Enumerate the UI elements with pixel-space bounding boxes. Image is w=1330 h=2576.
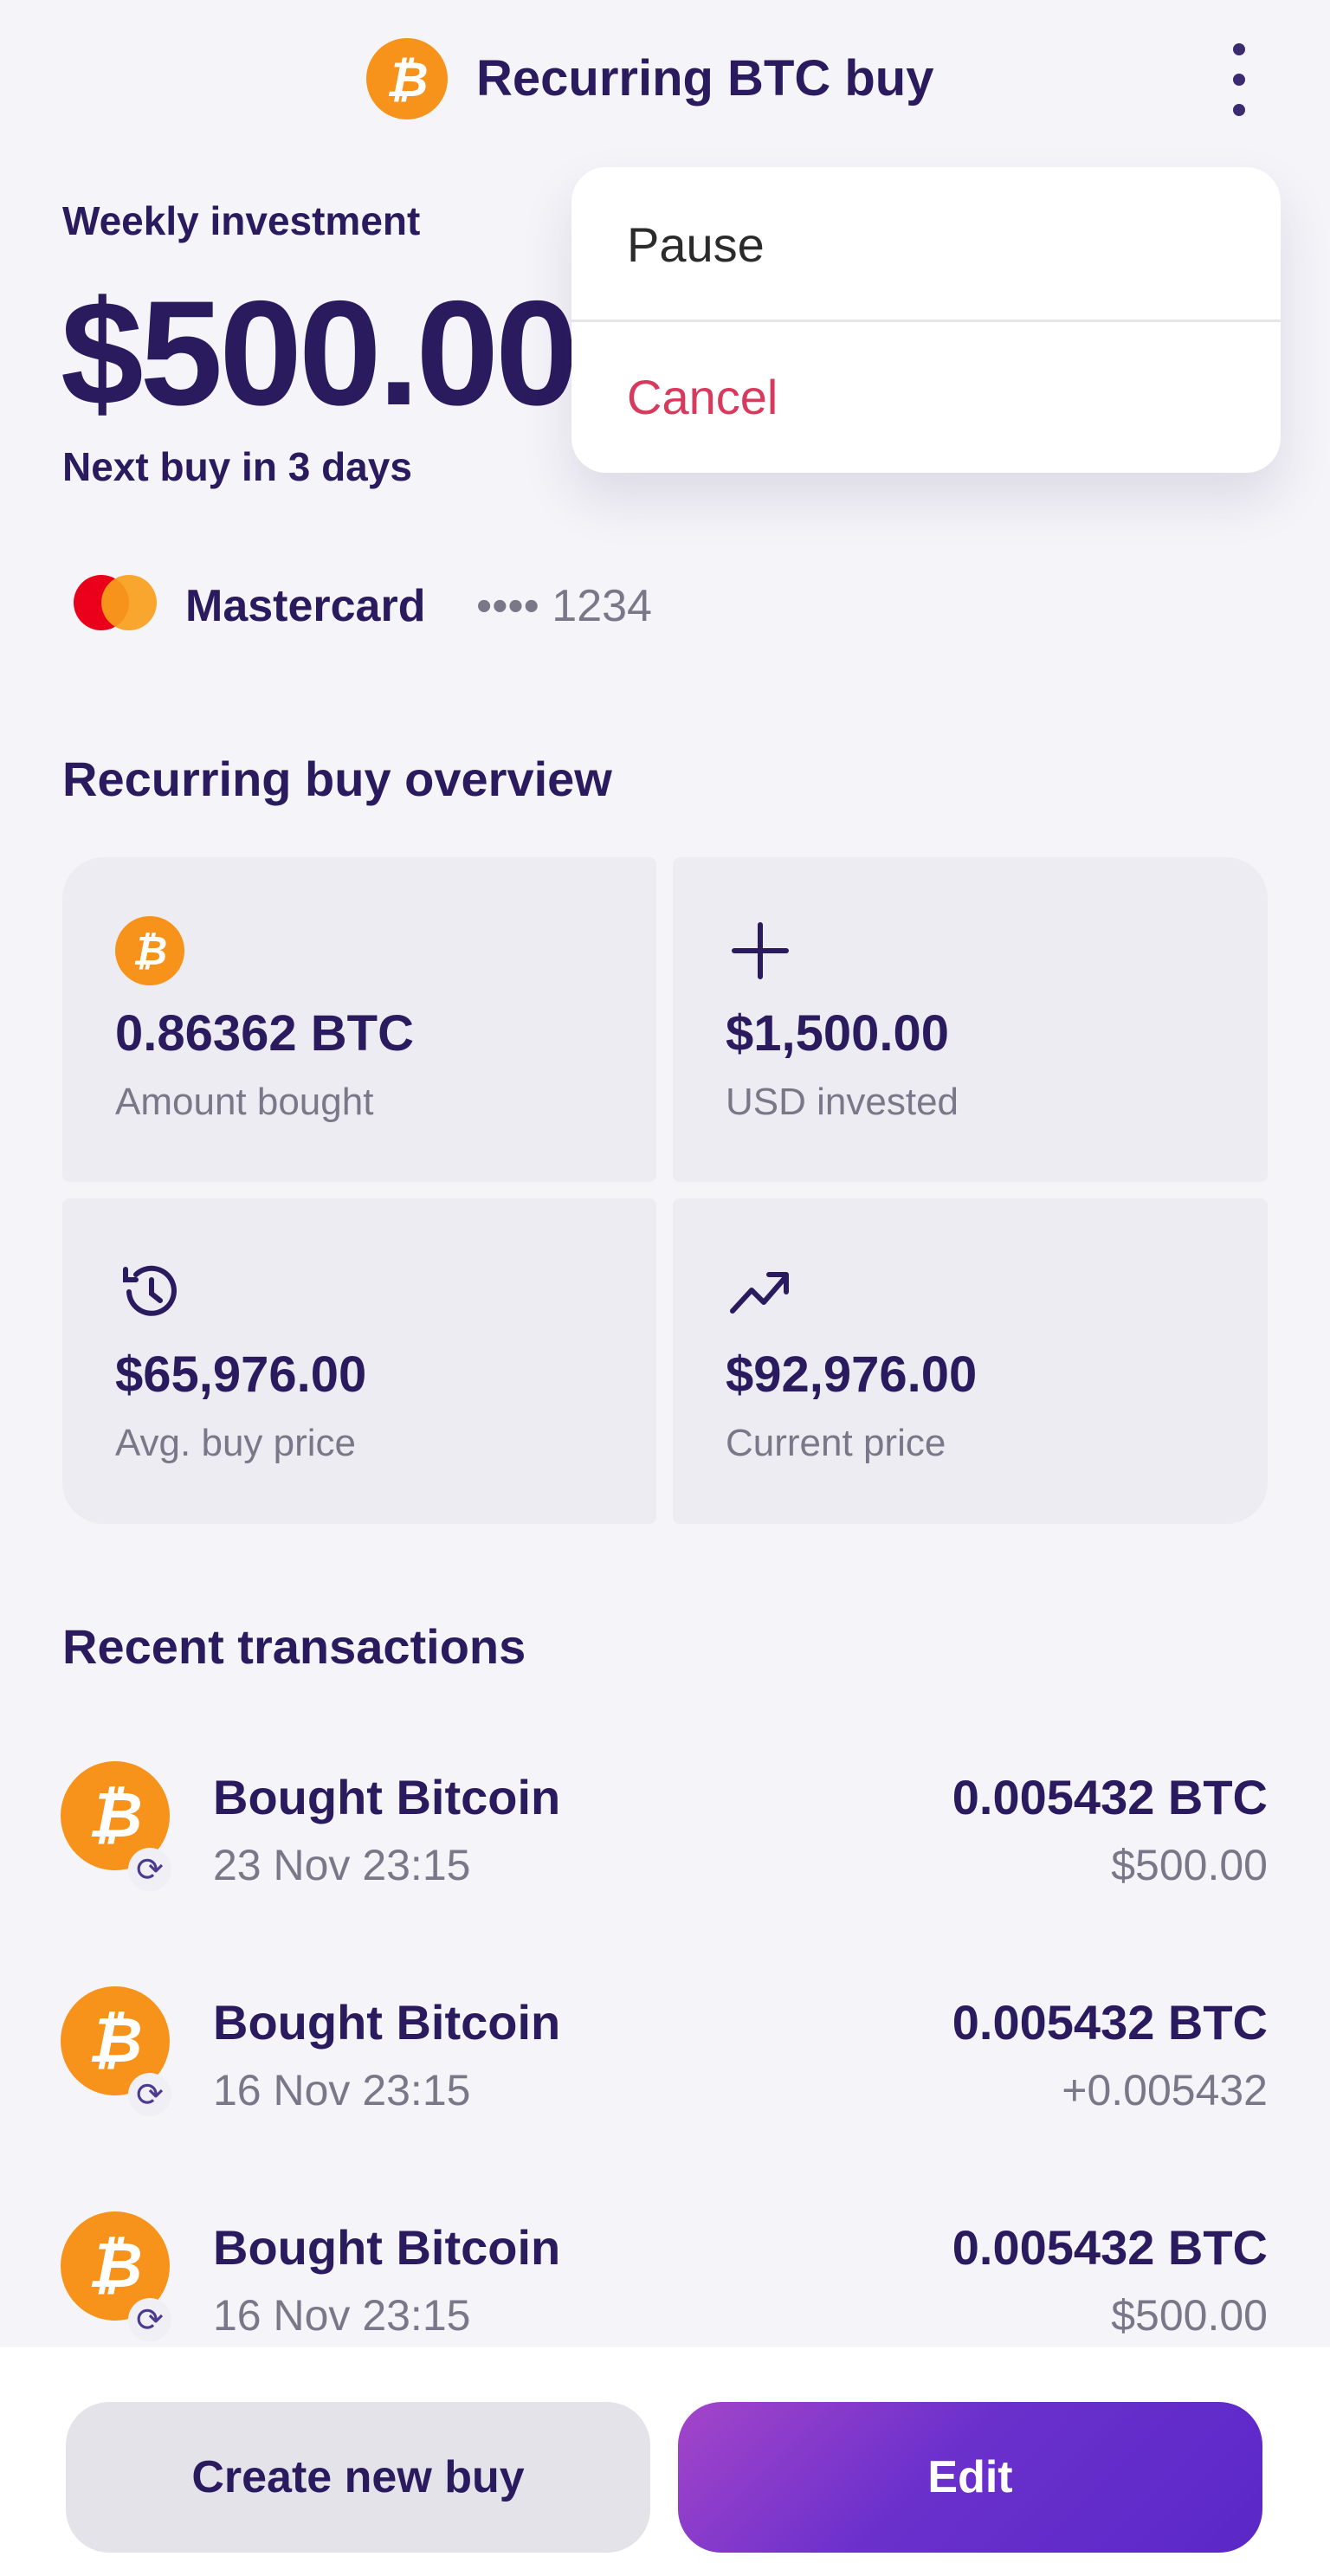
transaction-amount: 0.005432 BTC [952,2220,1268,2275]
transaction-row[interactable]: ₿ ⟳ Bought Bitcoin 16 Nov 23:15 0.005432… [0,2211,1330,2385]
next-buy-text: Next buy in 3 days [62,444,412,489]
transaction-subvalue: +0.005432 [1062,2066,1268,2114]
overview-card-invested: $1,500.00 USD invested [673,857,1268,1182]
history-icon [123,1265,177,1316]
page-title: Recurring BTC buy [476,50,934,107]
menu-item-pause[interactable]: Pause [627,217,765,272]
plus-icon [732,922,789,979]
transaction-date: 16 Nov 23:15 [213,2291,471,2340]
transaction-row[interactable]: ₿ ⟳ Bought Bitcoin 16 Nov 23:15 0.005432… [0,1986,1330,2160]
card-number: •••• 1234 [476,581,652,631]
amount-bought-label: Amount bought [115,1081,374,1123]
kebab-dot [1233,104,1245,116]
transaction-title: Bought Bitcoin [213,2220,561,2275]
card-name: Mastercard [185,581,426,631]
transaction-amount: 0.005432 BTC [952,1995,1268,2050]
investment-label: Weekly investment [62,198,421,243]
edit-button[interactable]: Edit [678,2402,1262,2553]
overview-title: Recurring buy overview [62,752,612,806]
transaction-title: Bought Bitcoin [213,1995,561,2050]
transaction-date: 16 Nov 23:15 [213,2066,471,2114]
overview-card-amount: ₿ 0.86362 BTC Amount bought [62,857,656,1182]
overview-card-current-price: $92,976.00 Current price [673,1198,1268,1524]
transaction-row[interactable]: ₿ ⟳ Bought Bitcoin 23 Nov 23:15 0.005432… [0,1761,1330,1934]
menu-divider [571,320,1281,322]
bitcoin-icon: ₿ [61,1761,170,1870]
trending-up-icon [730,1272,789,1314]
avg-buy-price-value: $65,976.00 [115,1346,367,1403]
mastercard-logo [74,575,157,630]
avg-buy-price-label: Avg. buy price [115,1422,357,1464]
recurring-icon: ⟳ [128,1848,171,1891]
kebab-icon [1233,43,1245,55]
overview-card-avg-price: $65,976.00 Avg. buy price [62,1198,656,1524]
create-new-buy-button[interactable]: Create new buy [66,2402,650,2553]
investment-amount: $500.00 [61,270,578,436]
transaction-subvalue: $500.00 [1111,2291,1268,2340]
recurring-icon: ⟳ [128,2073,171,2116]
transaction-date: 23 Nov 23:15 [213,1841,471,1889]
transactions-title: Recent transactions [62,1619,526,1674]
kebab-dot [1233,74,1245,86]
current-price-value: $92,976.00 [726,1346,978,1403]
menu-item-cancel[interactable]: Cancel [627,370,778,424]
transaction-title: Bought Bitcoin [213,1770,561,1824]
current-price-label: Current price [726,1422,946,1464]
bitcoin-icon: ₿ [366,38,448,119]
usd-invested-label: USD invested [726,1081,959,1123]
options-menu: Pause Cancel [571,167,1281,473]
usd-invested-value: $1,500.00 [726,1005,950,1062]
transaction-amount: 0.005432 BTC [952,1770,1268,1824]
more-options-button[interactable] [1221,43,1257,116]
transaction-subvalue: $500.00 [1111,1841,1268,1889]
amount-bought-value: 0.86362 BTC [115,1005,414,1062]
recurring-icon: ⟳ [128,2298,171,2341]
bitcoin-icon: ₿ [115,916,184,985]
